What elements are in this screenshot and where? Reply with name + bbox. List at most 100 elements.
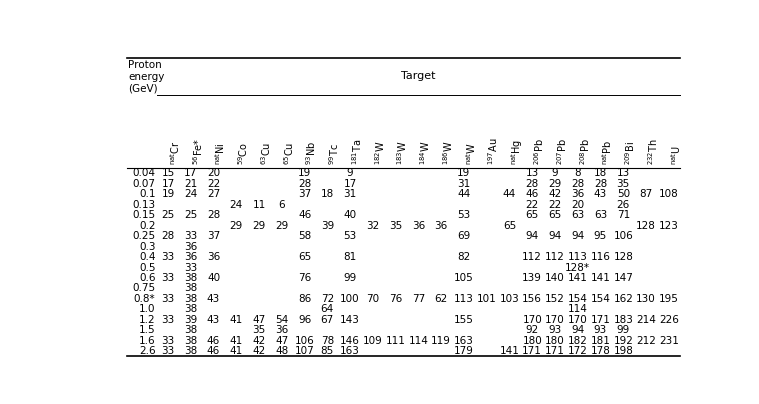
Text: 72: 72 xyxy=(321,294,334,304)
Text: 46: 46 xyxy=(207,336,220,346)
Text: $^{\rm 93}$Nb: $^{\rm 93}$Nb xyxy=(304,141,318,164)
Text: 15: 15 xyxy=(162,168,175,179)
Text: 212: 212 xyxy=(636,336,656,346)
Text: 28: 28 xyxy=(162,231,175,241)
Text: 69: 69 xyxy=(457,231,471,241)
Text: 93: 93 xyxy=(548,325,562,335)
Text: 1.6: 1.6 xyxy=(139,336,156,346)
Text: 172: 172 xyxy=(568,346,587,356)
Text: 24: 24 xyxy=(184,189,197,200)
Text: 76: 76 xyxy=(389,294,402,304)
Text: 171: 171 xyxy=(545,346,565,356)
Text: 36: 36 xyxy=(207,252,220,262)
Text: $^{\rm 181}$Ta: $^{\rm 181}$Ta xyxy=(350,138,364,164)
Text: 65: 65 xyxy=(502,221,516,231)
Text: 0.6: 0.6 xyxy=(139,273,156,283)
Text: 0.75: 0.75 xyxy=(132,284,156,293)
Text: 42: 42 xyxy=(253,336,266,346)
Text: 112: 112 xyxy=(545,252,565,262)
Text: 171: 171 xyxy=(522,346,542,356)
Text: 38: 38 xyxy=(184,273,197,283)
Text: (GeV): (GeV) xyxy=(128,84,158,94)
Text: 170: 170 xyxy=(568,315,587,325)
Text: 40: 40 xyxy=(344,210,357,220)
Text: $^{\rm 186}$W: $^{\rm 186}$W xyxy=(441,140,455,164)
Text: 6: 6 xyxy=(279,200,285,210)
Text: 33: 33 xyxy=(184,263,197,273)
Text: 29: 29 xyxy=(276,221,288,231)
Text: 95: 95 xyxy=(594,231,607,241)
Text: 147: 147 xyxy=(613,273,633,283)
Text: 114: 114 xyxy=(568,304,587,314)
Text: 65: 65 xyxy=(298,252,311,262)
Text: 19: 19 xyxy=(298,168,311,179)
Text: $^{\rm 209}$Bi: $^{\rm 209}$Bi xyxy=(623,141,637,164)
Text: 86: 86 xyxy=(298,294,311,304)
Text: 28: 28 xyxy=(298,179,311,189)
Text: 105: 105 xyxy=(454,273,474,283)
Text: 28: 28 xyxy=(207,210,220,220)
Text: 11: 11 xyxy=(253,200,266,210)
Text: $^{\rm nat}$Ni: $^{\rm nat}$Ni xyxy=(213,142,228,164)
Text: 162: 162 xyxy=(613,294,633,304)
Text: $^{\rm 59}$Co: $^{\rm 59}$Co xyxy=(236,141,250,164)
Text: 119: 119 xyxy=(431,336,451,346)
Text: 63: 63 xyxy=(571,210,584,220)
Text: 0.1: 0.1 xyxy=(139,189,156,200)
Text: 93: 93 xyxy=(594,325,607,335)
Text: 179: 179 xyxy=(454,346,474,356)
Text: 36: 36 xyxy=(276,325,288,335)
Text: 31: 31 xyxy=(457,179,471,189)
Text: 38: 38 xyxy=(184,346,197,356)
Text: 46: 46 xyxy=(525,189,539,200)
Text: Proton: Proton xyxy=(128,60,162,70)
Text: 33: 33 xyxy=(162,273,175,283)
Text: 140: 140 xyxy=(545,273,565,283)
Text: 0.15: 0.15 xyxy=(132,210,156,220)
Text: 195: 195 xyxy=(659,294,679,304)
Text: 182: 182 xyxy=(568,336,587,346)
Text: $^{\rm 207}$Pb: $^{\rm 207}$Pb xyxy=(555,137,568,164)
Text: 70: 70 xyxy=(367,294,380,304)
Text: $^{\rm nat}$Cr: $^{\rm nat}$Cr xyxy=(168,140,182,164)
Text: 21: 21 xyxy=(184,179,197,189)
Text: 19: 19 xyxy=(457,168,471,179)
Text: $^{\rm 208}$Pb: $^{\rm 208}$Pb xyxy=(578,137,591,164)
Text: 128: 128 xyxy=(613,252,633,262)
Text: 44: 44 xyxy=(502,189,516,200)
Text: 33: 33 xyxy=(162,252,175,262)
Text: 28: 28 xyxy=(525,179,539,189)
Text: 17: 17 xyxy=(162,179,175,189)
Text: 92: 92 xyxy=(525,325,539,335)
Text: $^{\rm 182}$W: $^{\rm 182}$W xyxy=(373,140,386,164)
Text: 19: 19 xyxy=(162,189,175,200)
Text: 146: 146 xyxy=(340,336,360,346)
Text: 36: 36 xyxy=(184,252,197,262)
Text: $^{\rm nat}$W: $^{\rm nat}$W xyxy=(464,141,477,164)
Text: $^{\rm 183}$W: $^{\rm 183}$W xyxy=(395,140,409,164)
Text: 156: 156 xyxy=(522,294,542,304)
Text: 94: 94 xyxy=(548,231,562,241)
Text: 2.6: 2.6 xyxy=(139,346,156,356)
Text: 9: 9 xyxy=(347,168,354,179)
Text: 36: 36 xyxy=(571,189,584,200)
Text: 214: 214 xyxy=(636,315,656,325)
Text: 198: 198 xyxy=(613,346,633,356)
Text: 85: 85 xyxy=(321,346,334,356)
Text: 163: 163 xyxy=(454,336,474,346)
Text: 141: 141 xyxy=(499,346,519,356)
Text: 100: 100 xyxy=(340,294,360,304)
Text: 9: 9 xyxy=(552,168,559,179)
Text: 29: 29 xyxy=(253,221,266,231)
Text: 181: 181 xyxy=(591,336,610,346)
Text: 40: 40 xyxy=(207,273,220,283)
Text: 141: 141 xyxy=(591,273,610,283)
Text: 41: 41 xyxy=(230,336,243,346)
Text: 143: 143 xyxy=(340,315,360,325)
Text: 8: 8 xyxy=(575,168,581,179)
Text: 0.07: 0.07 xyxy=(133,179,156,189)
Text: 33: 33 xyxy=(162,294,175,304)
Text: 163: 163 xyxy=(340,346,360,356)
Text: 109: 109 xyxy=(363,336,383,346)
Text: 37: 37 xyxy=(298,189,311,200)
